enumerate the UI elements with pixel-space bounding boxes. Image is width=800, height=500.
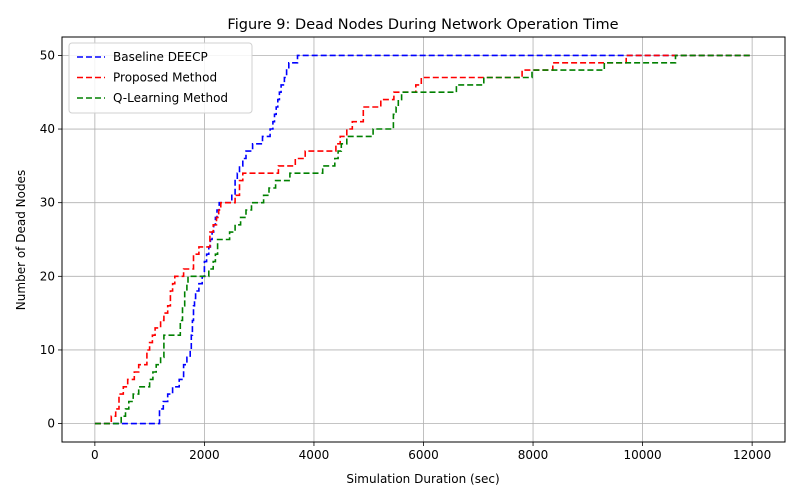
grid-layer [62, 37, 785, 442]
legend-label: Q-Learning Method [113, 91, 228, 105]
x-tick-label: 10000 [623, 448, 661, 462]
ticks-layer: 0 2000 4000 6000 8000 10000 12000 0 10 20 30 40 50 [40, 48, 772, 462]
legend-label: Baseline DEECP [113, 50, 208, 64]
x-tick-label: 12000 [733, 448, 771, 462]
y-tick-label: 0 [47, 417, 55, 431]
x-tick-label: 6000 [408, 448, 439, 462]
y-tick-label: 30 [40, 196, 55, 210]
legend-label: Proposed Method [113, 71, 217, 85]
legend-box [68, 42, 253, 114]
legend: Baseline DEECP Proposed Method Q-Learning … [68, 42, 253, 114]
x-tick-label: 4000 [299, 448, 330, 462]
y-axis-label: Number of Dead Nodes [14, 170, 28, 310]
x-tick-label: 0 [91, 448, 99, 462]
y-tick-label: 10 [40, 343, 55, 357]
x-tick-label: 2000 [189, 448, 220, 462]
y-tick-label: 40 [40, 122, 55, 136]
y-tick-label: 50 [40, 48, 55, 62]
x-tick-label: 8000 [518, 448, 549, 462]
series-layer [94, 54, 753, 425]
x-axis-label: Simulation Duration (sec) [346, 472, 499, 486]
y-tick-label: 20 [40, 269, 55, 283]
chart-title: Figure 9: Dead Nodes During Network Oper… [227, 17, 618, 33]
